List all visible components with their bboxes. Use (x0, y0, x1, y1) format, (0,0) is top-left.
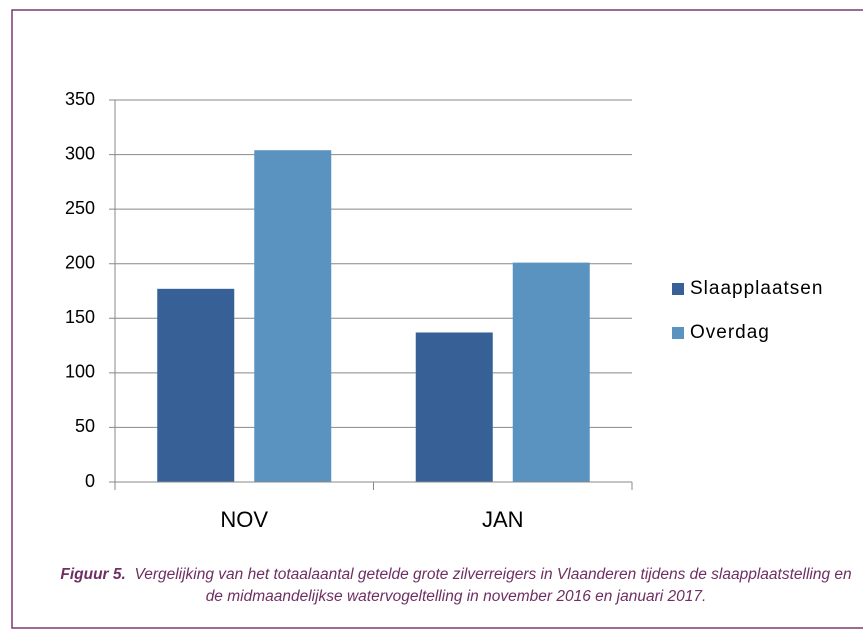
legend-swatch (672, 327, 684, 339)
bar (157, 288, 235, 482)
y-tick-label: 50 (75, 416, 95, 436)
y-tick-label: 350 (65, 89, 95, 109)
legend-label: Overdag (690, 322, 770, 343)
y-tick-label: 0 (85, 471, 95, 491)
bar (254, 150, 332, 482)
caption: Figuur 5. Vergelijking van het totaalaan… (52, 564, 860, 608)
frame (11, 9, 863, 629)
x-tick-label: JAN (482, 507, 524, 532)
y-tick-label: 100 (65, 362, 95, 382)
bar (512, 262, 590, 482)
x-tick-label: NOV (220, 507, 268, 532)
caption-text: Vergelijking van het totaalaantal geteld… (134, 566, 852, 605)
y-tick-label: 300 (65, 143, 95, 163)
legend-label: Slaapplaatsen (690, 278, 823, 299)
bar (415, 332, 493, 482)
y-tick-label: 200 (65, 252, 95, 272)
y-tick-label: 150 (65, 307, 95, 327)
caption-label: Figuur 5. (60, 566, 126, 583)
y-tick-label: 250 (65, 198, 95, 218)
legend-swatch (672, 283, 684, 295)
